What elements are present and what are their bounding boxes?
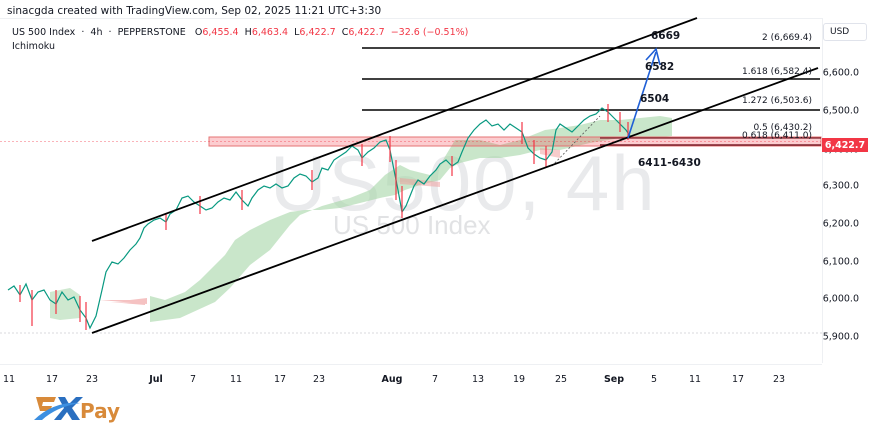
price-tick: 6,600.0 [822, 67, 859, 79]
symbol-interval: 4h [90, 27, 103, 38]
close-value: 6,422.7 [348, 27, 385, 38]
open-value: 6,455.4 [202, 27, 239, 38]
price-tick: 5,900.0 [822, 331, 859, 343]
low-value: 6,422.7 [299, 27, 336, 38]
ichimoku-cloud-bullish [150, 116, 672, 322]
price-tick: 6,000.0 [822, 293, 859, 305]
time-tick: 17 [731, 374, 745, 385]
candles [7, 104, 631, 330]
fib-level-label: 0.5 (6,430.2) [753, 123, 812, 133]
close-label: C [341, 27, 349, 38]
price-tick: 6,500.0 [822, 105, 859, 117]
price-tick: 6,100.0 [822, 256, 859, 268]
attribution-text: sinacgda created with TradingView.com, S… [7, 5, 382, 17]
time-tick: 23 [772, 374, 786, 385]
time-tick: 7 [431, 374, 439, 385]
time-tick: 19 [512, 374, 526, 385]
last-price-tag: 6,422.7 [822, 138, 868, 152]
ichimoku-cloud-bearish-2 [400, 178, 440, 187]
time-tick: 5 [650, 374, 658, 385]
bearish-candles [19, 104, 629, 330]
time-tick-month: Sep [603, 374, 625, 385]
symbol-name: US 500 Index [12, 27, 76, 38]
time-tick: 13 [471, 374, 485, 385]
time-tick: 11 [2, 374, 16, 385]
change-value: −32.6 (−0.51%) [390, 27, 469, 38]
target-label: 6669 [651, 30, 681, 42]
time-tick-month: Aug [381, 374, 403, 385]
low-label: L [294, 27, 300, 38]
ichimoku-cloud-bearish [100, 298, 147, 305]
channel-upper-line [91, 17, 698, 242]
currency-selector[interactable]: USD [823, 23, 867, 41]
support-zone-label: 6411-6430 [638, 157, 701, 169]
fxpay-logo-icon [34, 397, 83, 420]
ichimoku-cloud-bearish-3 [540, 148, 560, 158]
time-tick: 7 [189, 374, 197, 385]
price-tick: 6,300.0 [822, 180, 859, 192]
price-tick: 6,200.0 [822, 218, 859, 230]
fxpay-logo-text: Pay [80, 399, 121, 423]
time-tick: 23 [85, 374, 99, 385]
symbol-exchange: PEPPERSTONE [117, 27, 186, 38]
legend-separator: · [108, 27, 112, 38]
time-tick: 25 [554, 374, 568, 385]
price-axis[interactable]: 6,600.0 6,500.0 6,400.0 6,300.0 6,200.0 … [822, 18, 870, 363]
fib-level-label: 2 (6,669.4) [762, 33, 812, 43]
projection-arrow-head [645, 47, 661, 66]
time-tick: 11 [688, 374, 702, 385]
symbol-legend[interactable]: US 500 Index · 4h · PEPPERSTONE O6,455.4… [12, 27, 468, 38]
minor-trendline [551, 115, 601, 167]
channel-lower-line [91, 67, 819, 334]
high-label: H [244, 27, 252, 38]
time-tick: 17 [273, 374, 287, 385]
open-label: O [194, 27, 203, 38]
fib-level-label: 1.272 (6,503.6) [741, 96, 812, 106]
indicator-legend-ichimoku[interactable]: Ichimoku [12, 41, 55, 52]
high-value: 6,463.4 [251, 27, 289, 38]
time-tick: 11 [229, 374, 243, 385]
chart-pane[interactable] [0, 18, 822, 365]
legend-separator: · [81, 27, 85, 38]
projection-arrow-line [627, 51, 657, 139]
ichimoku-cloud-early [50, 288, 80, 320]
target-label: 6504 [640, 93, 670, 105]
fib-level-label: 0.618 (6,411.0) [741, 131, 812, 141]
time-tick-month: Jul [149, 374, 163, 385]
time-tick: 23 [312, 374, 326, 385]
target-label: 6582 [645, 61, 675, 73]
time-tick: 17 [45, 374, 59, 385]
time-axis[interactable]: 11 17 23 Jul 7 11 17 23 Aug 7 13 19 25 S… [0, 363, 822, 393]
fib-level-label: 1.618 (6,582.4) [741, 67, 812, 77]
